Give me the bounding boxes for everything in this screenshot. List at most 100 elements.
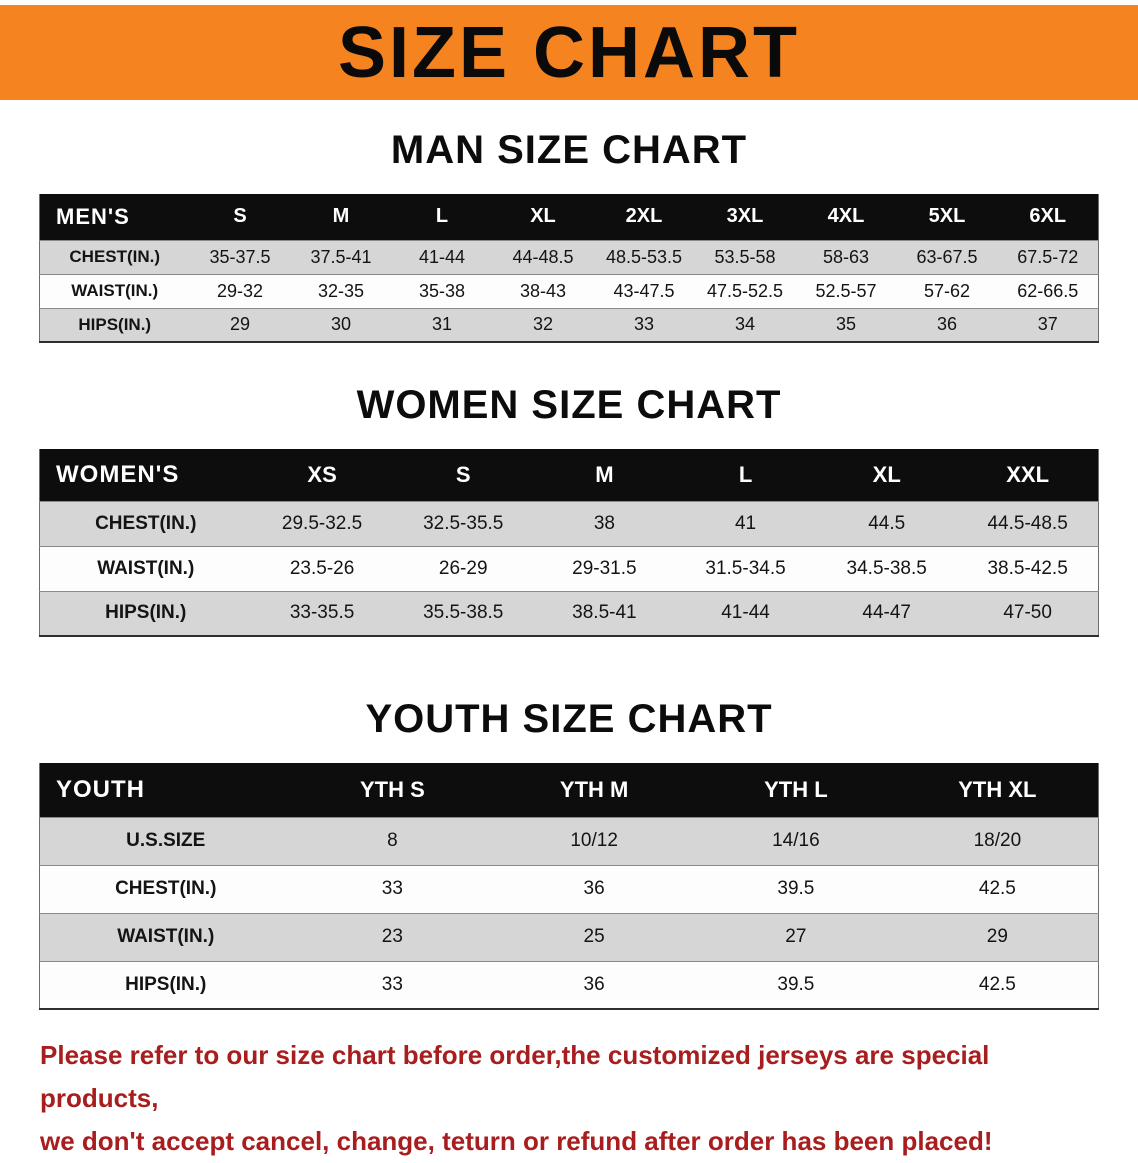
size-value-cell: 37.5-41 [290, 239, 392, 274]
disclaimer-text: Please refer to our size chart before or… [40, 1034, 1108, 1163]
size-value-cell: 26-29 [392, 545, 534, 591]
row-label: HIPS(IN.) [39, 960, 292, 1009]
size-column-header: 3XL [694, 194, 796, 240]
size-column-header: YTH M [493, 763, 695, 817]
table-row: WAIST(IN.) 23.5-26 26-29 29-31.5 31.5-34.5 34… [39, 545, 1099, 591]
table-row: HIPS(IN.) 29 30 31 32 33 34 35 36 37 [39, 307, 1099, 342]
size-value-cell: 38 [533, 500, 675, 546]
size-value-cell: 39.5 [695, 864, 897, 913]
size-value-cell: 33 [593, 307, 695, 342]
row-label: CHEST(IN.) [39, 500, 252, 546]
size-value-cell: 48.5-53.5 [593, 239, 695, 274]
size-value-cell: 42.5 [896, 864, 1099, 913]
men-section-heading: MAN SIZE CHART [390, 128, 748, 172]
row-label: WAIST(IN.) [39, 545, 252, 591]
size-column-header: 4XL [795, 194, 897, 240]
size-value-cell: 35-37.5 [189, 239, 291, 274]
table-body: U.S.SIZE 8 10/12 14/16 18/20 CHEST(IN.) 33 36 39… [39, 816, 1099, 1009]
size-value-cell: 29 [896, 912, 1099, 961]
size-value-cell: 38.5-41 [533, 590, 675, 636]
size-column-header: YTH XL [896, 763, 1099, 817]
size-column-header: L [391, 194, 493, 240]
table-row: CHEST(IN.) 29.5-32.5 32.5-35.5 38 41 44.5 44.5… [39, 500, 1099, 546]
size-value-cell: 36 [493, 960, 695, 1009]
size-value-cell: 32 [492, 307, 594, 342]
table-header: WOMEN'S XS S M L XL XXL [39, 449, 1099, 501]
size-value-cell: 44-48.5 [492, 239, 594, 274]
men-size-table: MEN'S S M L XL 2XL 3XL 4XL 5XL 6XL CHEST(IN.) 35-37… [39, 194, 1099, 343]
size-column-header: S [189, 194, 291, 240]
size-value-cell: 42.5 [896, 960, 1099, 1009]
size-column-header: XL [816, 449, 958, 501]
size-value-cell: 37 [997, 307, 1099, 342]
size-value-cell: 32-35 [290, 273, 392, 308]
size-value-cell: 67.5-72 [997, 239, 1099, 274]
size-column-header: 6XL [997, 194, 1099, 240]
size-value-cell: 25 [493, 912, 695, 961]
row-label: HIPS(IN.) [39, 307, 190, 342]
size-value-cell: 31.5-34.5 [674, 545, 817, 591]
size-column-header: XS [251, 449, 393, 501]
table-row: WAIST(IN.) 23 25 27 29 [39, 912, 1099, 961]
women-size-table: WOMEN'S XS S M L XL XXL CHEST(IN.) 29.5-32.5 32.5… [39, 449, 1099, 637]
page-title: SIZE CHART [338, 12, 800, 93]
table-body: CHEST(IN.) 35-37.5 37.5-41 41-44 44-48.5 48.5… [39, 239, 1099, 342]
row-label: WAIST(IN.) [39, 912, 292, 961]
youth-section-heading: YOUTH SIZE CHART [365, 697, 773, 741]
size-value-cell: 44.5-48.5 [957, 500, 1099, 546]
disclaimer-line-2: we don't accept cancel, change, teturn o… [40, 1126, 993, 1156]
table-header: YOUTH YTH S YTH M YTH L YTH XL [39, 763, 1099, 817]
size-chart-banner: SIZE CHART [0, 5, 1138, 100]
youth-size-table: YOUTH YTH S YTH M YTH L YTH XL U.S.SIZE 8 10/12… [39, 763, 1099, 1010]
size-value-cell: 33 [291, 864, 494, 913]
size-chart-page: SIZE CHART MAN SIZE CHART MEN'S S M L XL 2XL 3… [0, 5, 1138, 1156]
row-label: U.S.SIZE [39, 816, 292, 865]
table-header-row: MEN'S S M L XL 2XL 3XL 4XL 5XL 6XL [39, 194, 1099, 240]
size-value-cell: 58-63 [795, 239, 897, 274]
size-column-header: XXL [957, 449, 1099, 501]
size-value-cell: 29-32 [189, 273, 291, 308]
size-value-cell: 52.5-57 [795, 273, 897, 308]
size-value-cell: 30 [290, 307, 392, 342]
row-label: WAIST(IN.) [39, 273, 190, 308]
disclaimer-line-1: Please refer to our size chart before or… [40, 1040, 990, 1113]
size-value-cell: 62-66.5 [997, 273, 1099, 308]
size-column-header: 2XL [593, 194, 695, 240]
size-value-cell: 35-38 [391, 273, 493, 308]
table-body: CHEST(IN.) 29.5-32.5 32.5-35.5 38 41 44.5 44.5… [39, 500, 1099, 636]
table-row: CHEST(IN.) 35-37.5 37.5-41 41-44 44-48.5 48.5… [39, 239, 1099, 274]
size-column-header: YTH S [291, 763, 494, 817]
size-value-cell: 47.5-52.5 [694, 273, 796, 308]
size-column-header: 5XL [896, 194, 998, 240]
size-value-cell: 35.5-38.5 [392, 590, 534, 636]
size-value-cell: 36 [493, 864, 695, 913]
size-value-cell: 29.5-32.5 [251, 500, 393, 546]
size-value-cell: 47-50 [957, 590, 1099, 636]
table-row: CHEST(IN.) 33 36 39.5 42.5 [39, 864, 1099, 913]
size-value-cell: 41 [674, 500, 817, 546]
size-value-cell: 34.5-38.5 [816, 545, 958, 591]
size-value-cell: 29 [189, 307, 291, 342]
size-value-cell: 10/12 [493, 816, 695, 865]
size-column-header: YTH L [695, 763, 897, 817]
size-value-cell: 32.5-35.5 [392, 500, 534, 546]
row-label: HIPS(IN.) [39, 590, 252, 636]
table-row: WAIST(IN.) 29-32 32-35 35-38 38-43 43-47.5 47.… [39, 273, 1099, 308]
size-value-cell: 44-47 [816, 590, 958, 636]
size-column-header: S [392, 449, 534, 501]
size-value-cell: 8 [291, 816, 494, 865]
table-row: U.S.SIZE 8 10/12 14/16 18/20 [39, 816, 1099, 865]
size-value-cell: 35 [795, 307, 897, 342]
size-value-cell: 18/20 [896, 816, 1099, 865]
table-row: HIPS(IN.) 33 36 39.5 42.5 [39, 960, 1099, 1009]
size-value-cell: 34 [694, 307, 796, 342]
table-header: MEN'S S M L XL 2XL 3XL 4XL 5XL 6XL [39, 194, 1099, 240]
size-value-cell: 23 [291, 912, 494, 961]
women-section-heading: WOMEN SIZE CHART [356, 383, 782, 427]
size-value-cell: 53.5-58 [694, 239, 796, 274]
size-column-header: M [533, 449, 675, 501]
size-value-cell: 43-47.5 [593, 273, 695, 308]
size-column-header: L [674, 449, 817, 501]
size-value-cell: 29-31.5 [533, 545, 675, 591]
row-label: CHEST(IN.) [39, 239, 190, 274]
